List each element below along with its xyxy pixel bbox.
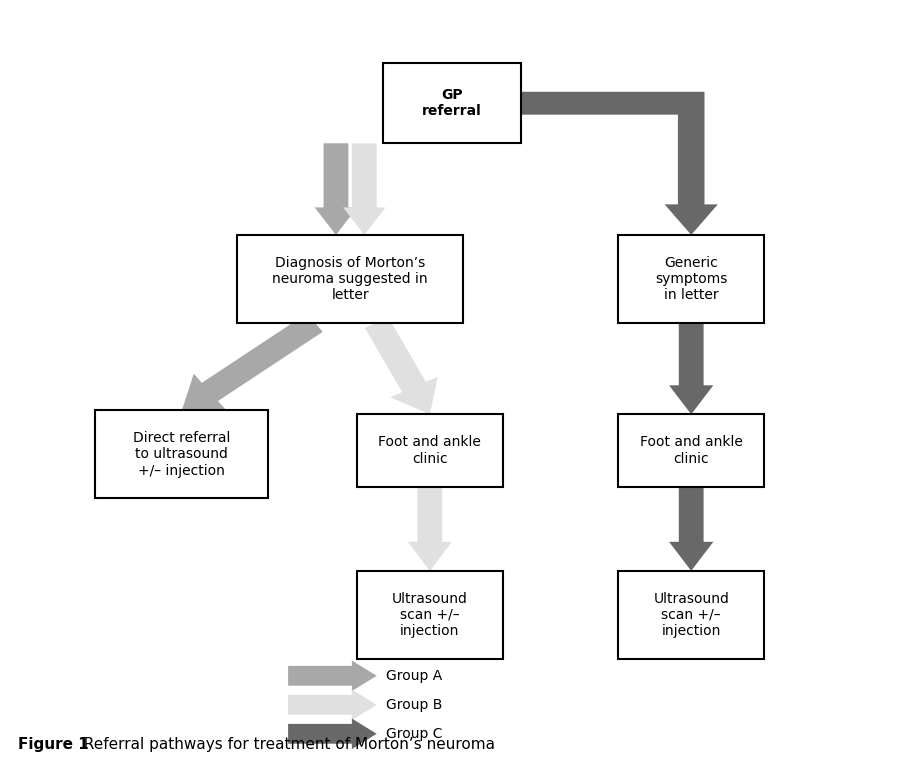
Text: Foot and ankle
clinic: Foot and ankle clinic	[378, 435, 480, 466]
Text: Referral pathways for treatment of Morton’s neuroma: Referral pathways for treatment of Morto…	[74, 737, 494, 753]
Polygon shape	[182, 314, 322, 411]
Text: Figure 1: Figure 1	[18, 737, 88, 753]
Polygon shape	[407, 487, 452, 571]
FancyBboxPatch shape	[96, 411, 268, 499]
FancyBboxPatch shape	[383, 63, 520, 143]
Text: Direct referral
to ultrasound
+/– injection: Direct referral to ultrasound +/– inject…	[133, 432, 230, 478]
Polygon shape	[668, 487, 712, 571]
Text: Group C: Group C	[386, 727, 442, 741]
Text: Ultrasound
scan +/–
injection: Ultrasound scan +/– injection	[392, 591, 467, 638]
Polygon shape	[365, 318, 437, 414]
Polygon shape	[288, 718, 377, 749]
Polygon shape	[314, 143, 357, 235]
FancyBboxPatch shape	[618, 414, 763, 487]
FancyBboxPatch shape	[618, 571, 763, 658]
Text: Group A: Group A	[386, 669, 442, 682]
Polygon shape	[520, 92, 717, 235]
Text: GP
referral: GP referral	[422, 88, 481, 118]
Text: Generic
symptoms
in letter: Generic symptoms in letter	[655, 256, 727, 302]
Polygon shape	[288, 689, 377, 720]
Text: Ultrasound
scan +/–
injection: Ultrasound scan +/– injection	[653, 591, 729, 638]
Polygon shape	[342, 143, 386, 235]
Text: Foot and ankle
clinic: Foot and ankle clinic	[639, 435, 741, 466]
FancyBboxPatch shape	[618, 235, 763, 323]
FancyBboxPatch shape	[357, 414, 502, 487]
Text: Diagnosis of Morton’s
neuroma suggested in
letter: Diagnosis of Morton’s neuroma suggested …	[272, 256, 427, 302]
Polygon shape	[668, 323, 712, 414]
Polygon shape	[288, 661, 377, 691]
FancyBboxPatch shape	[237, 235, 462, 323]
FancyBboxPatch shape	[357, 571, 502, 658]
Text: Group B: Group B	[386, 698, 442, 712]
